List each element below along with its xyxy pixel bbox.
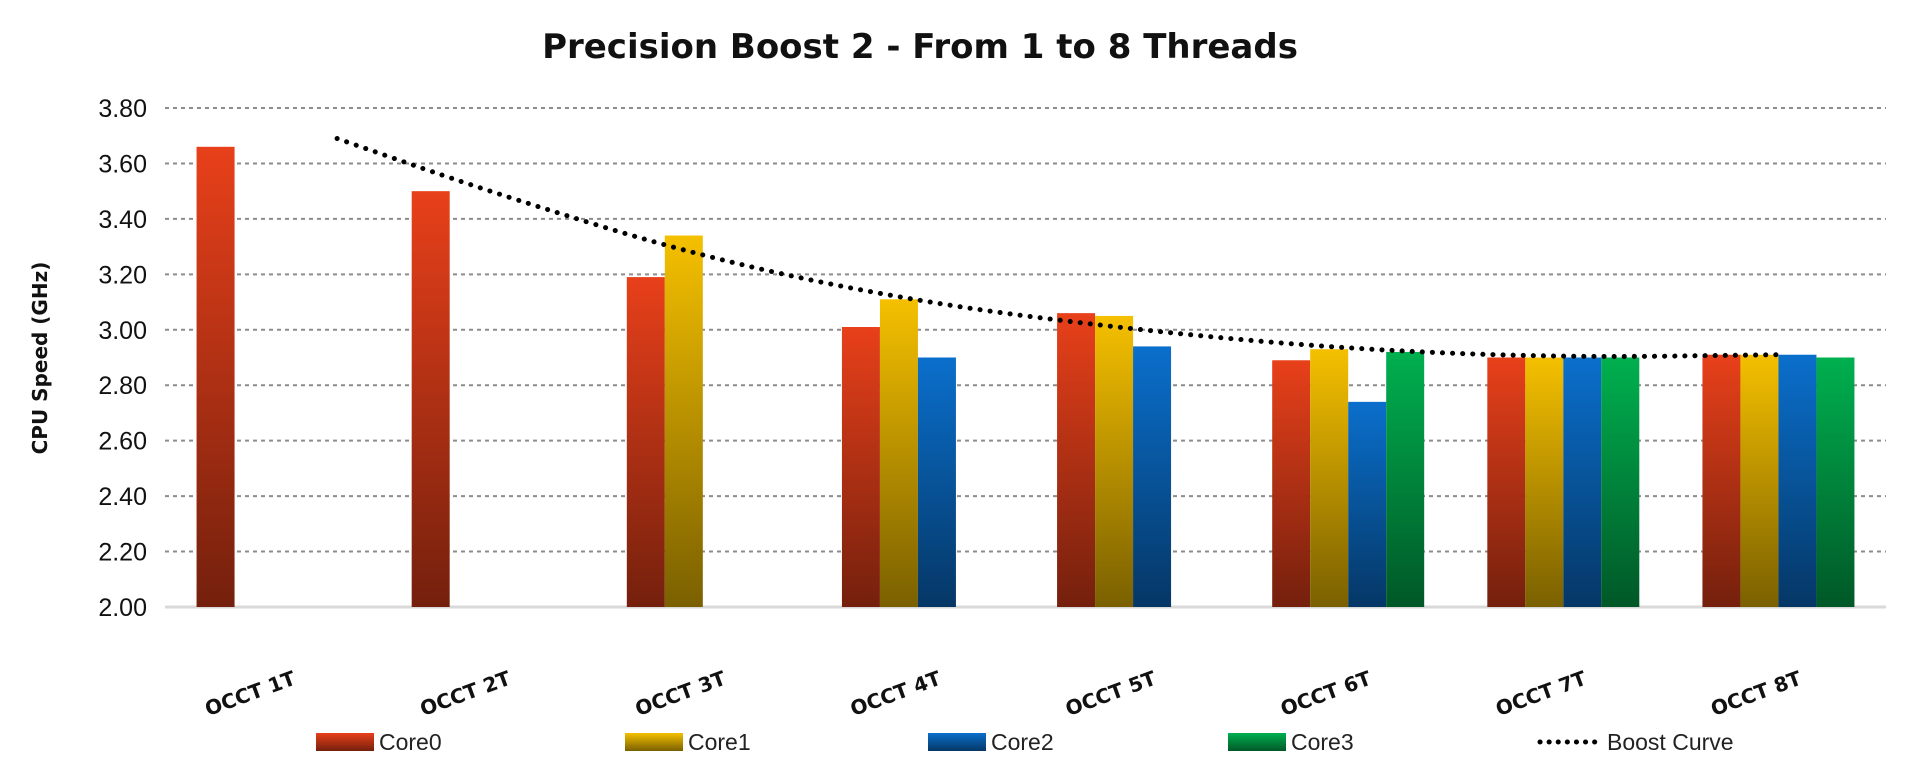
legend-label-core2: Core2 — [991, 729, 1054, 755]
bar-core2-4 — [917, 357, 956, 607]
y-tick-label: 3.80 — [98, 95, 147, 123]
bar-core1-7 — [1525, 357, 1564, 607]
y-tick-label: 3.60 — [98, 150, 147, 178]
y-tick-label: 2.60 — [98, 428, 147, 456]
x-tick-label: OCCT 4T — [847, 666, 944, 721]
bar-core0-3 — [626, 277, 665, 607]
bar-core1-6 — [1310, 349, 1349, 607]
bar-core3-7 — [1601, 357, 1640, 607]
bar-core3-8 — [1816, 357, 1855, 607]
bar-core0-5 — [1057, 313, 1096, 607]
bar-core3-6 — [1386, 351, 1425, 607]
y-tick-label: 3.40 — [98, 206, 147, 234]
x-tick-label: OCCT 2T — [417, 666, 514, 721]
bar-core0-7 — [1487, 357, 1526, 607]
bar-core1-8 — [1740, 354, 1779, 607]
bar-core2-7 — [1563, 357, 1602, 607]
x-tick-label: OCCT 7T — [1492, 666, 1589, 721]
y-tick-label: 2.40 — [98, 483, 147, 511]
bar-core1-3 — [664, 235, 703, 607]
bar-core1-5 — [1095, 315, 1134, 607]
legend-label-boost-curve: Boost Curve — [1607, 729, 1734, 755]
x-tick-label: OCCT 5T — [1062, 666, 1159, 721]
bar-core0-1 — [196, 146, 235, 608]
bar-core2-6 — [1348, 401, 1387, 607]
y-axis-label: CPU Speed (GHz) — [28, 262, 52, 455]
x-tick-label: OCCT 3T — [632, 666, 729, 721]
bar-core2-5 — [1133, 346, 1172, 607]
y-tick-label: 3.00 — [98, 317, 147, 345]
bar-core0-8 — [1702, 354, 1741, 607]
legend-swatch-core3 — [1228, 733, 1286, 751]
legend-label-core3: Core3 — [1291, 729, 1354, 755]
bar-core0-4 — [841, 327, 880, 607]
bar-core1-4 — [879, 299, 918, 607]
x-tick-label: OCCT 8T — [1708, 666, 1805, 721]
x-tick-label: OCCT 6T — [1277, 666, 1374, 721]
legend-swatch-core0 — [316, 733, 374, 751]
y-tick-label: 3.20 — [98, 261, 147, 289]
legend-label-core0: Core0 — [379, 729, 442, 755]
legend-swatch-core1 — [625, 733, 683, 751]
boost-curve-line — [334, 135, 1781, 359]
bar-core2-8 — [1778, 354, 1817, 607]
x-tick-label: OCCT 1T — [202, 666, 299, 721]
bar-core0-2 — [411, 191, 450, 607]
chart-title: Precision Boost 2 - From 1 to 8 Threads — [542, 27, 1298, 67]
legend-swatch-core2 — [928, 733, 986, 751]
bar-core0-6 — [1272, 360, 1311, 607]
y-tick-label: 2.20 — [98, 539, 147, 567]
y-tick-label: 2.80 — [98, 372, 147, 400]
y-tick-label: 2.00 — [98, 594, 147, 622]
legend-label-core1: Core1 — [688, 729, 751, 755]
